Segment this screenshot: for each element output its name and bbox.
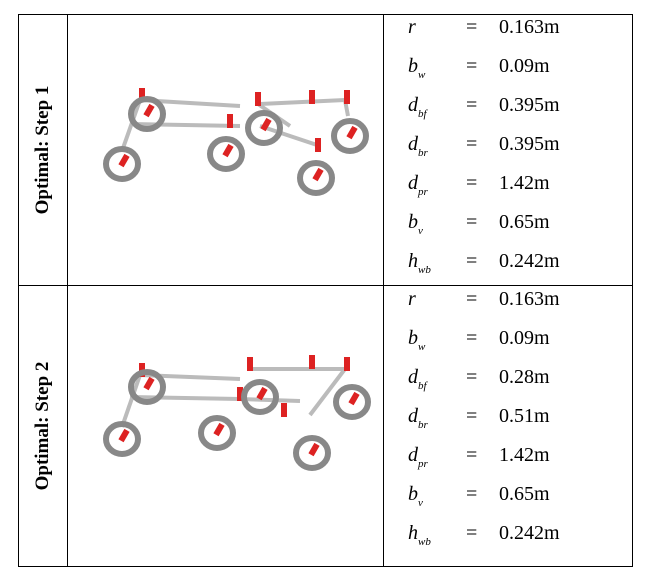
symbol: d (408, 405, 418, 427)
param-symbol: hwb (408, 522, 431, 548)
symbol: b (408, 483, 418, 505)
subscript: w (418, 69, 425, 81)
param-symbol: r (408, 288, 416, 311)
param-symbol: dpr (408, 172, 428, 198)
param-symbol: dbf (408, 94, 427, 120)
subscript: bf (418, 380, 427, 392)
param-value: 0.65m (499, 483, 550, 506)
symbol: r (408, 288, 416, 310)
relation: = (466, 366, 477, 389)
param-value: 0.163m (499, 288, 560, 311)
row-label: Optimal: Step 2 (18, 286, 68, 566)
param-symbol: bv (408, 211, 423, 237)
relation: = (466, 172, 477, 195)
col-divider (383, 14, 385, 567)
symbol: d (408, 172, 418, 194)
robot-image (70, 287, 382, 565)
symbol: d (408, 366, 418, 388)
subscript: wb (418, 264, 431, 276)
relation: = (466, 483, 477, 506)
relation: = (466, 55, 477, 78)
param-symbol: dbr (408, 133, 428, 159)
subscript: w (418, 341, 425, 353)
param-symbol: dpr (408, 444, 428, 470)
symbol: d (408, 444, 418, 466)
param-value: 0.163m (499, 16, 560, 39)
param-value: 0.395m (499, 94, 560, 117)
symbol: h (408, 250, 418, 272)
relation: = (466, 16, 477, 39)
relation: = (466, 133, 477, 156)
param-value: 0.51m (499, 405, 550, 428)
symbol: b (408, 55, 418, 77)
param-symbol: dbf (408, 366, 427, 392)
relation: = (466, 94, 477, 117)
param-value: 0.09m (499, 55, 550, 78)
param-value: 0.242m (499, 522, 560, 545)
symbol: h (408, 522, 418, 544)
subscript: bf (418, 108, 427, 120)
param-symbol: bv (408, 483, 423, 509)
subscript: wb (418, 536, 431, 548)
subscript: pr (418, 186, 428, 198)
row-label: Optimal: Step 1 (18, 14, 68, 286)
symbol: r (408, 16, 416, 38)
symbol: d (408, 133, 418, 155)
page: Optimal: Step 1r=0.163mbw=0.09mdbf=0.395… (0, 0, 647, 567)
param-value: 0.28m (499, 366, 550, 389)
symbol: b (408, 211, 418, 233)
subscript: pr (418, 458, 428, 470)
param-symbol: hwb (408, 250, 431, 276)
relation: = (466, 288, 477, 311)
relation: = (466, 250, 477, 273)
param-symbol: bw (408, 327, 425, 353)
relation: = (466, 444, 477, 467)
symbol: b (408, 327, 418, 349)
param-value: 0.242m (499, 250, 560, 273)
relation: = (466, 211, 477, 234)
relation: = (466, 522, 477, 545)
subscript: br (418, 419, 428, 431)
param-symbol: dbr (408, 405, 428, 431)
param-value: 1.42m (499, 444, 550, 467)
subscript: v (418, 225, 423, 237)
robot-image (70, 16, 382, 284)
row-label-text: Optimal: Step 2 (32, 362, 54, 491)
symbol: d (408, 94, 418, 116)
subscript: v (418, 497, 423, 509)
param-symbol: bw (408, 55, 425, 81)
param-value: 0.09m (499, 327, 550, 350)
param-value: 0.395m (499, 133, 560, 156)
param-symbol: r (408, 16, 416, 39)
relation: = (466, 405, 477, 428)
relation: = (466, 327, 477, 350)
param-value: 0.65m (499, 211, 550, 234)
row-label-text: Optimal: Step 1 (32, 86, 54, 215)
param-value: 1.42m (499, 172, 550, 195)
subscript: br (418, 147, 428, 159)
